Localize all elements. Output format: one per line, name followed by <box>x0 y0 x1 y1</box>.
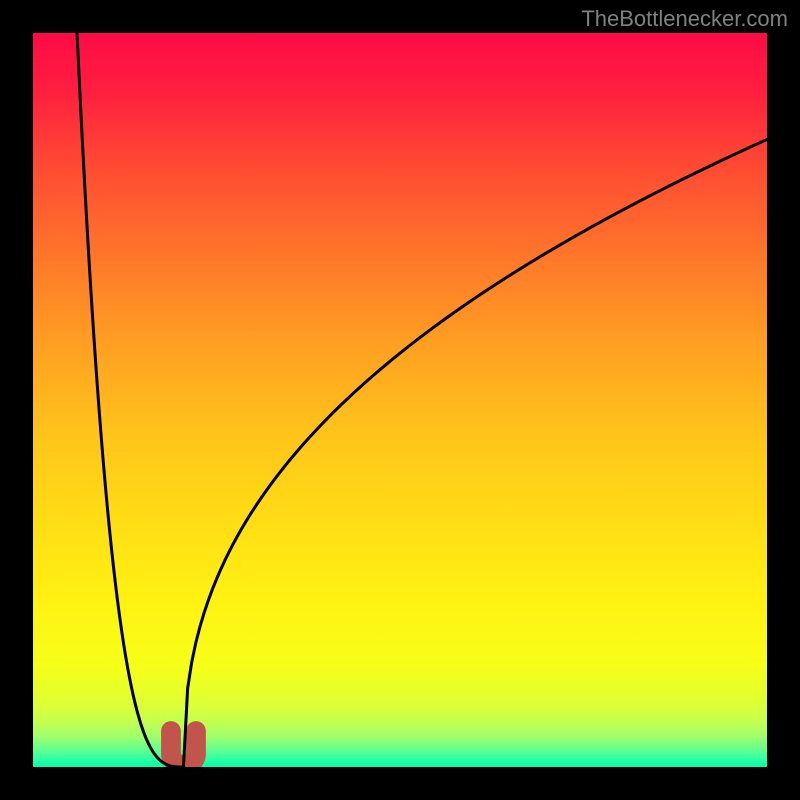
watermark-text: TheBottlenecker.com <box>581 6 788 32</box>
chart-stage: TheBottlenecker.com <box>0 0 800 800</box>
plot-svg <box>33 33 767 767</box>
plot-frame <box>33 33 767 767</box>
gradient-background <box>33 33 767 767</box>
